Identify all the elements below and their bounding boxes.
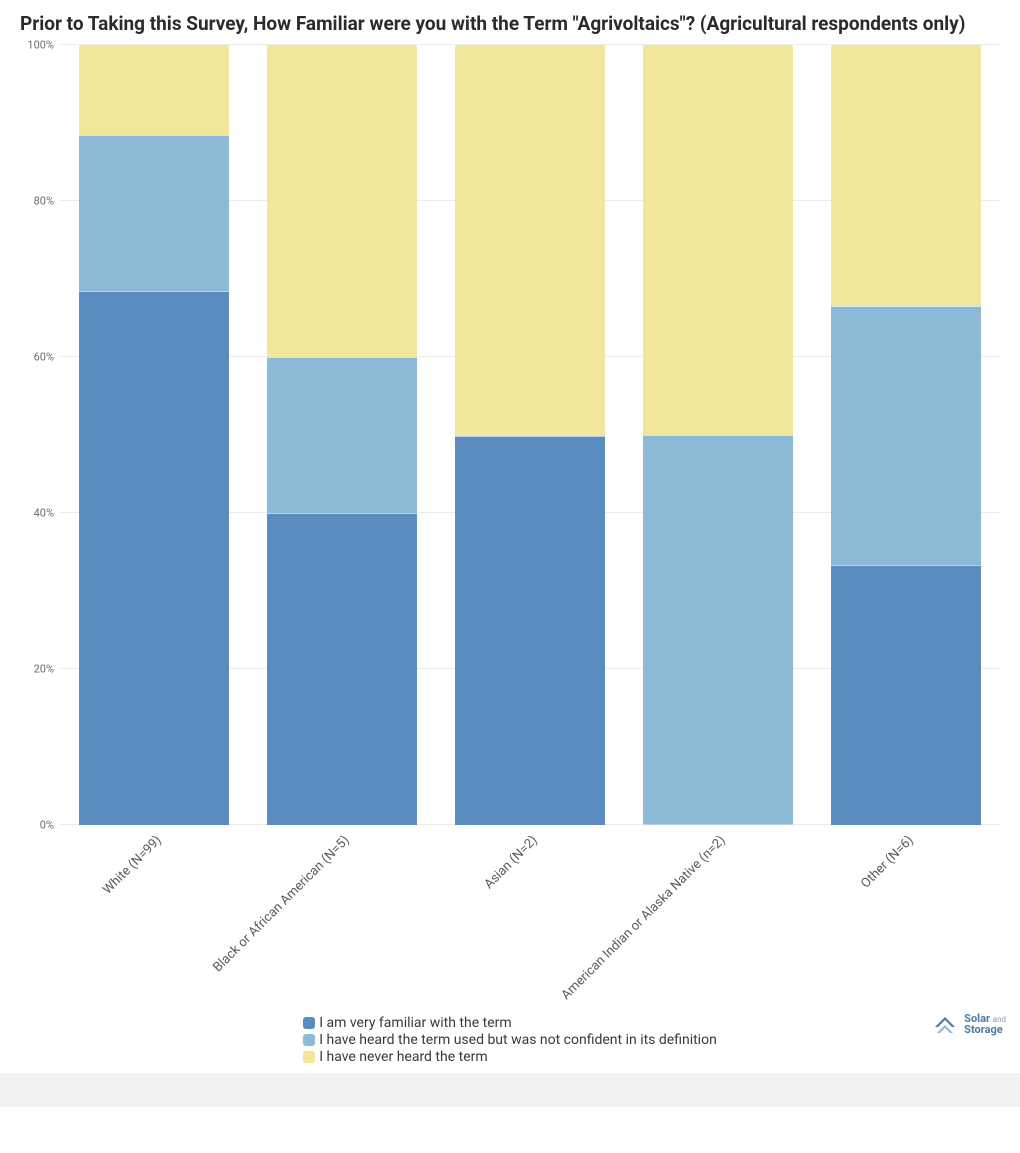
bar-slot: [643, 45, 793, 825]
chart-plot-area: 0%20%40%60%80%100%: [60, 45, 1000, 825]
x-axis-label: American Indian or Alaska Native (n=2): [643, 825, 793, 1015]
bar-slot: [455, 45, 605, 825]
y-axis-label: 100%: [20, 39, 54, 52]
bar-segment: [267, 513, 417, 825]
bar-slot: [831, 45, 981, 825]
bar-segment: [831, 565, 981, 825]
stacked-bar: [455, 45, 605, 825]
chart-legend: I am very familiar with the termI have h…: [303, 1015, 717, 1065]
legend-swatch: [303, 1017, 315, 1029]
chart-title: Prior to Taking this Survey, How Familia…: [20, 12, 1000, 35]
legend-label: I have heard the term used but was not c…: [319, 1032, 717, 1049]
stacked-bar: [831, 45, 981, 825]
bar-segment: [79, 135, 229, 291]
x-axis-label: Black or African American (N=5): [267, 825, 417, 1015]
y-axis-label: 40%: [20, 507, 54, 520]
bar-segment: [643, 435, 793, 825]
bar-segment: [831, 306, 981, 566]
legend-label: I have never heard the term: [319, 1049, 487, 1066]
x-axis-label: White (N=99): [79, 825, 229, 1015]
brand-icon: [932, 1013, 958, 1035]
bar-slot: [267, 45, 417, 825]
legend-swatch: [303, 1051, 315, 1063]
stacked-bar: [79, 45, 229, 825]
legend-item: I am very familiar with the term: [303, 1015, 511, 1032]
bar-segment: [79, 291, 229, 825]
bar-segment: [455, 436, 605, 826]
chart-bars: [60, 45, 1000, 825]
legend-swatch: [303, 1034, 315, 1046]
chart-container: Prior to Taking this Survey, How Familia…: [0, 0, 1020, 1065]
legend-item: I have heard the term used but was not c…: [303, 1032, 717, 1049]
page-footer: [0, 1073, 1020, 1107]
bar-segment: [831, 45, 981, 306]
y-axis-label: 20%: [20, 663, 54, 676]
bar-segment: [267, 357, 417, 513]
bar-segment: [79, 45, 229, 135]
bar-segment: [455, 45, 605, 435]
y-axis-label: 60%: [20, 351, 54, 364]
x-axis-labels: White (N=99) Black or African American (N…: [60, 825, 1000, 1015]
brand-logo: Solar and Storage: [932, 1013, 1006, 1035]
y-axis-label: 80%: [20, 195, 54, 208]
bar-slot: [79, 45, 229, 825]
bar-segment: [643, 45, 793, 435]
bar-segment: [267, 45, 417, 357]
brand-text: Solar and Storage: [964, 1013, 1006, 1035]
stacked-bar: [267, 45, 417, 825]
legend-label: I am very familiar with the term: [319, 1015, 511, 1032]
x-axis-label: Other (N=6): [831, 825, 981, 1015]
stacked-bar: [643, 45, 793, 825]
legend-item: I have never heard the term: [303, 1049, 487, 1066]
y-axis-label: 0%: [20, 819, 54, 832]
